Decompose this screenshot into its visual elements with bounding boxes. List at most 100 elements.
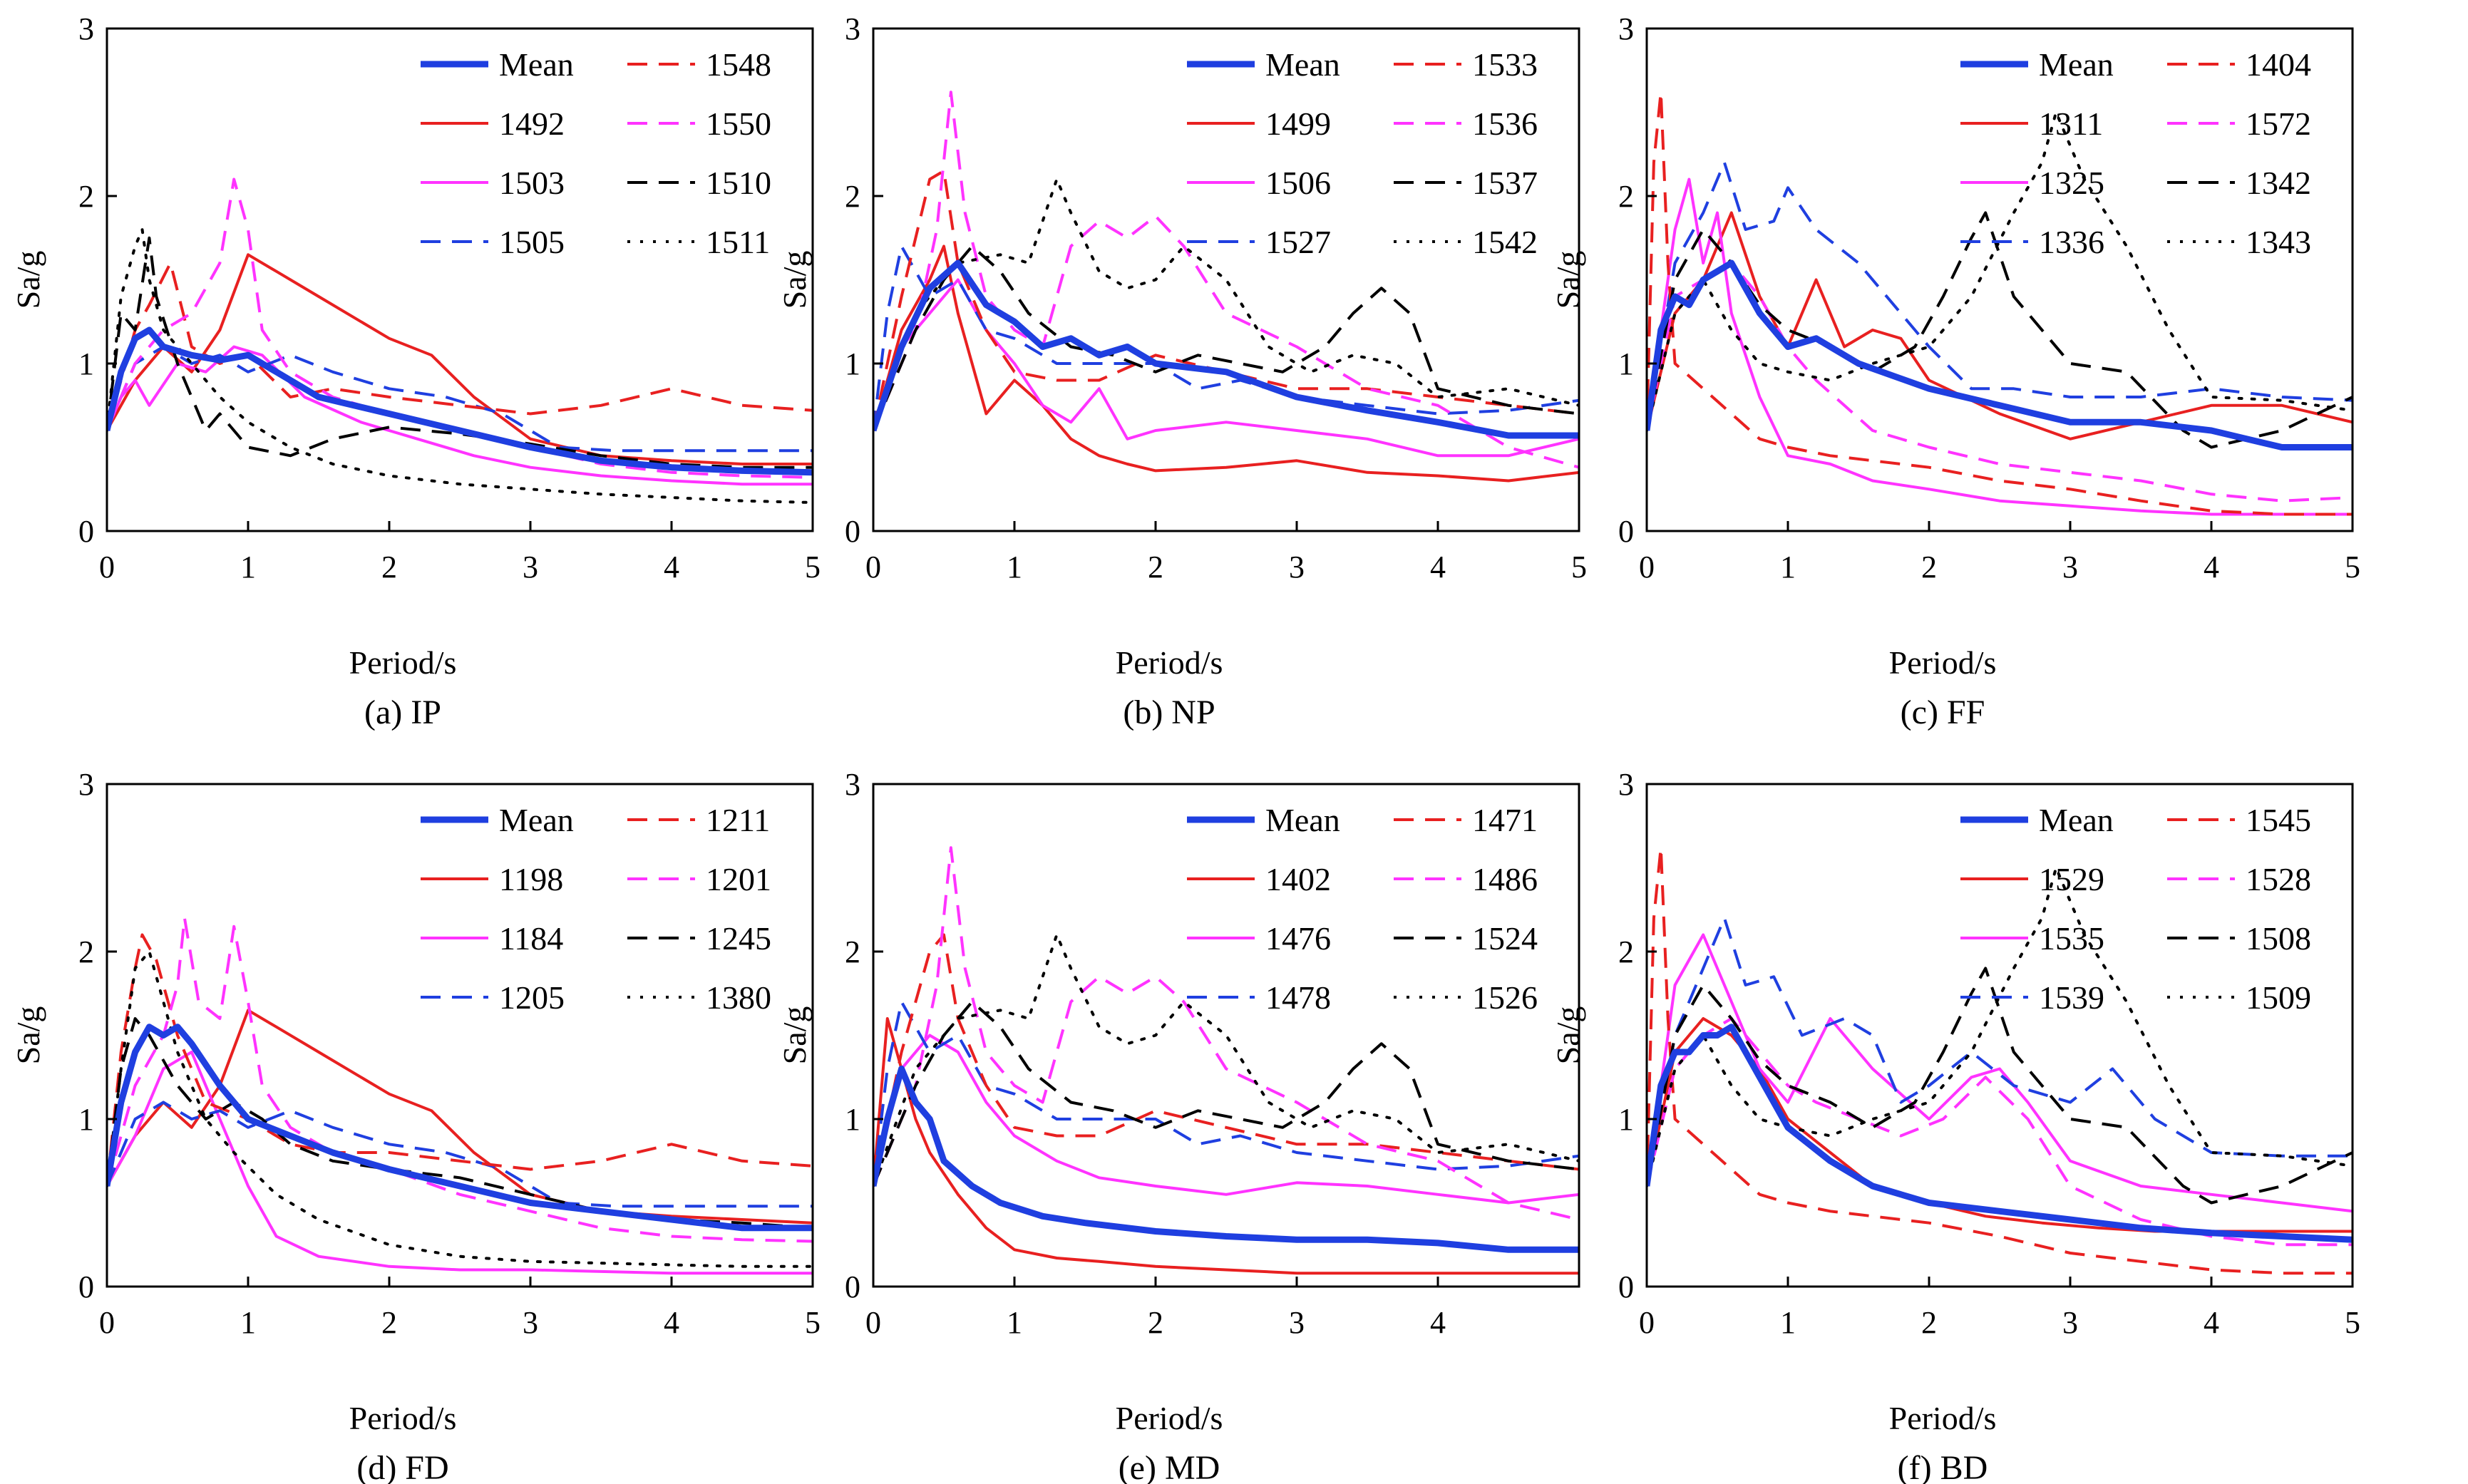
chart-svg-5: 0 1 2 3 0 1 2 3 4 Sa/g Period/s (e) MD Mean 1402 1476 1… bbox=[776, 767, 1580, 1484]
y-axis-title: Sa/g bbox=[10, 1006, 46, 1065]
legend-label-1537: 1537 bbox=[1472, 165, 1538, 201]
legend-label-1505: 1505 bbox=[499, 224, 565, 260]
legend-label-Mean: Mean bbox=[1265, 46, 1340, 83]
plot-frame bbox=[106, 783, 814, 1288]
x-tick-label: 2 bbox=[1148, 1305, 1163, 1340]
legend-label-1536: 1536 bbox=[1472, 105, 1538, 142]
series-line-1343 bbox=[1647, 110, 2353, 432]
legend-label-1402: 1402 bbox=[1265, 861, 1331, 897]
x-tick-label: 5 bbox=[805, 1305, 821, 1340]
series-line-1499 bbox=[873, 244, 1579, 483]
legend-label-1499: 1499 bbox=[1265, 105, 1331, 142]
legend-label-1511: 1511 bbox=[706, 224, 770, 260]
plot-frame bbox=[872, 27, 1580, 532]
series-line-1533 bbox=[873, 169, 1579, 431]
legend-label-1533: 1533 bbox=[1472, 46, 1538, 83]
x-axis-title: Period/s bbox=[1116, 1400, 1223, 1436]
y-tick-label: 1 bbox=[845, 1102, 860, 1137]
y-tick-label: 3 bbox=[1618, 11, 1634, 46]
x-tick-label: 2 bbox=[381, 1305, 397, 1340]
legend-label-1478: 1478 bbox=[1265, 979, 1331, 1016]
legend-label-Mean: Mean bbox=[499, 46, 574, 83]
legend-label-1471: 1471 bbox=[1472, 802, 1538, 838]
x-tick-label: 1 bbox=[1007, 550, 1022, 584]
x-tick-label: 3 bbox=[523, 550, 538, 584]
y-tick-label: 3 bbox=[78, 767, 94, 802]
legend-label-Mean: Mean bbox=[499, 802, 574, 838]
y-axis-title: Sa/g bbox=[776, 1006, 813, 1065]
y-tick-label: 0 bbox=[845, 1269, 860, 1304]
x-tick-label: 5 bbox=[2345, 1305, 2360, 1340]
series-line-1526 bbox=[873, 933, 1579, 1187]
y-tick-label: 2 bbox=[845, 179, 860, 214]
series-line-1572 bbox=[1647, 262, 2353, 503]
y-tick-label: 1 bbox=[78, 1102, 94, 1137]
series-line-1198 bbox=[107, 1009, 813, 1225]
series-line-1311 bbox=[1647, 211, 2353, 440]
x-axis-title: Period/s bbox=[1116, 644, 1223, 681]
series-line-1503 bbox=[107, 345, 813, 486]
series-line-1524 bbox=[873, 1000, 1579, 1187]
legend-label-1508: 1508 bbox=[2246, 920, 2311, 957]
x-tick-label: 1 bbox=[1007, 1305, 1022, 1340]
legend-label-1528: 1528 bbox=[2246, 861, 2311, 897]
legend-label-1529: 1529 bbox=[2039, 861, 2104, 897]
series-line-1505 bbox=[107, 345, 813, 453]
x-axis-title: Period/s bbox=[1889, 644, 1997, 681]
series-line-1548 bbox=[107, 262, 813, 431]
y-tick-label: 2 bbox=[78, 179, 94, 214]
x-tick-label: 5 bbox=[2345, 550, 2360, 584]
x-tick-label: 3 bbox=[2062, 550, 2078, 584]
x-axis-title: Period/s bbox=[349, 644, 457, 681]
chart-panel-5: 0 1 2 3 0 1 2 3 4 Sa/g Period/s (e) MD Mean 1402 1476 1… bbox=[766, 756, 1693, 1484]
series-line-1550 bbox=[107, 177, 813, 479]
series-line-1486 bbox=[873, 846, 1579, 1221]
y-tick-label: 3 bbox=[845, 767, 860, 802]
legend-label-1526: 1526 bbox=[1472, 979, 1538, 1016]
legend-label-1476: 1476 bbox=[1265, 920, 1331, 957]
series-line-1542 bbox=[873, 177, 1579, 432]
y-tick-label: 2 bbox=[1618, 934, 1634, 969]
legend-label-1205: 1205 bbox=[499, 979, 565, 1016]
legend-label-1336: 1336 bbox=[2039, 224, 2104, 260]
plot-frame bbox=[872, 783, 1580, 1288]
y-tick-label: 0 bbox=[1618, 514, 1634, 549]
chart-panel-3: 0 1 2 3 0 1 2 3 4 5 Sa/g Period/s (c) FF Mean 1311 1325… bbox=[1540, 0, 2467, 731]
chart-panel-6: 0 1 2 3 0 1 2 3 4 5 Sa/g Period/s (f) BD Mean 1529 1535… bbox=[1540, 756, 2467, 1484]
y-tick-label: 1 bbox=[1618, 346, 1634, 381]
x-tick-label: 2 bbox=[381, 550, 397, 584]
x-tick-label: 3 bbox=[2062, 1305, 2078, 1340]
y-axis-title: Sa/g bbox=[776, 251, 813, 309]
x-tick-label: 2 bbox=[1921, 550, 1937, 584]
x-axis-title: Period/s bbox=[349, 1400, 457, 1436]
x-tick-label: 0 bbox=[865, 1305, 881, 1340]
series-line-1205 bbox=[107, 1101, 813, 1208]
series-line-1509 bbox=[1647, 866, 2353, 1187]
legend-label-1342: 1342 bbox=[2246, 165, 2311, 201]
y-tick-label: 2 bbox=[78, 934, 94, 969]
panel-caption: (f) BD bbox=[1898, 1449, 1988, 1484]
series-line-1537 bbox=[873, 244, 1579, 431]
y-axis-title: Sa/g bbox=[10, 251, 46, 309]
y-tick-label: 2 bbox=[845, 934, 860, 969]
legend-label-1325: 1325 bbox=[2039, 165, 2104, 201]
x-tick-label: 4 bbox=[2204, 550, 2219, 584]
x-tick-label: 3 bbox=[1289, 550, 1305, 584]
x-tick-label: 5 bbox=[805, 550, 821, 584]
series-line-1404 bbox=[1647, 91, 2353, 516]
legend-label-1548: 1548 bbox=[706, 46, 771, 83]
plot-frame bbox=[1645, 783, 2354, 1288]
legend-label-1503: 1503 bbox=[499, 165, 565, 201]
chart-svg-3: 0 1 2 3 0 1 2 3 4 5 Sa/g Period/s (c) FF Mean 1311 1325… bbox=[1550, 11, 2360, 731]
legend-label-1506: 1506 bbox=[1265, 165, 1331, 201]
series-line-Mean bbox=[107, 326, 813, 476]
y-axis-title: Sa/g bbox=[1550, 251, 1586, 309]
x-axis-title: Period/s bbox=[1889, 1400, 1997, 1436]
legend-label-1509: 1509 bbox=[2246, 979, 2311, 1016]
y-tick-label: 3 bbox=[78, 11, 94, 46]
x-tick-label: 4 bbox=[664, 550, 679, 584]
legend-label-1198: 1198 bbox=[499, 861, 563, 897]
legend-label-1201: 1201 bbox=[706, 861, 771, 897]
series-line-1471 bbox=[873, 933, 1579, 1187]
